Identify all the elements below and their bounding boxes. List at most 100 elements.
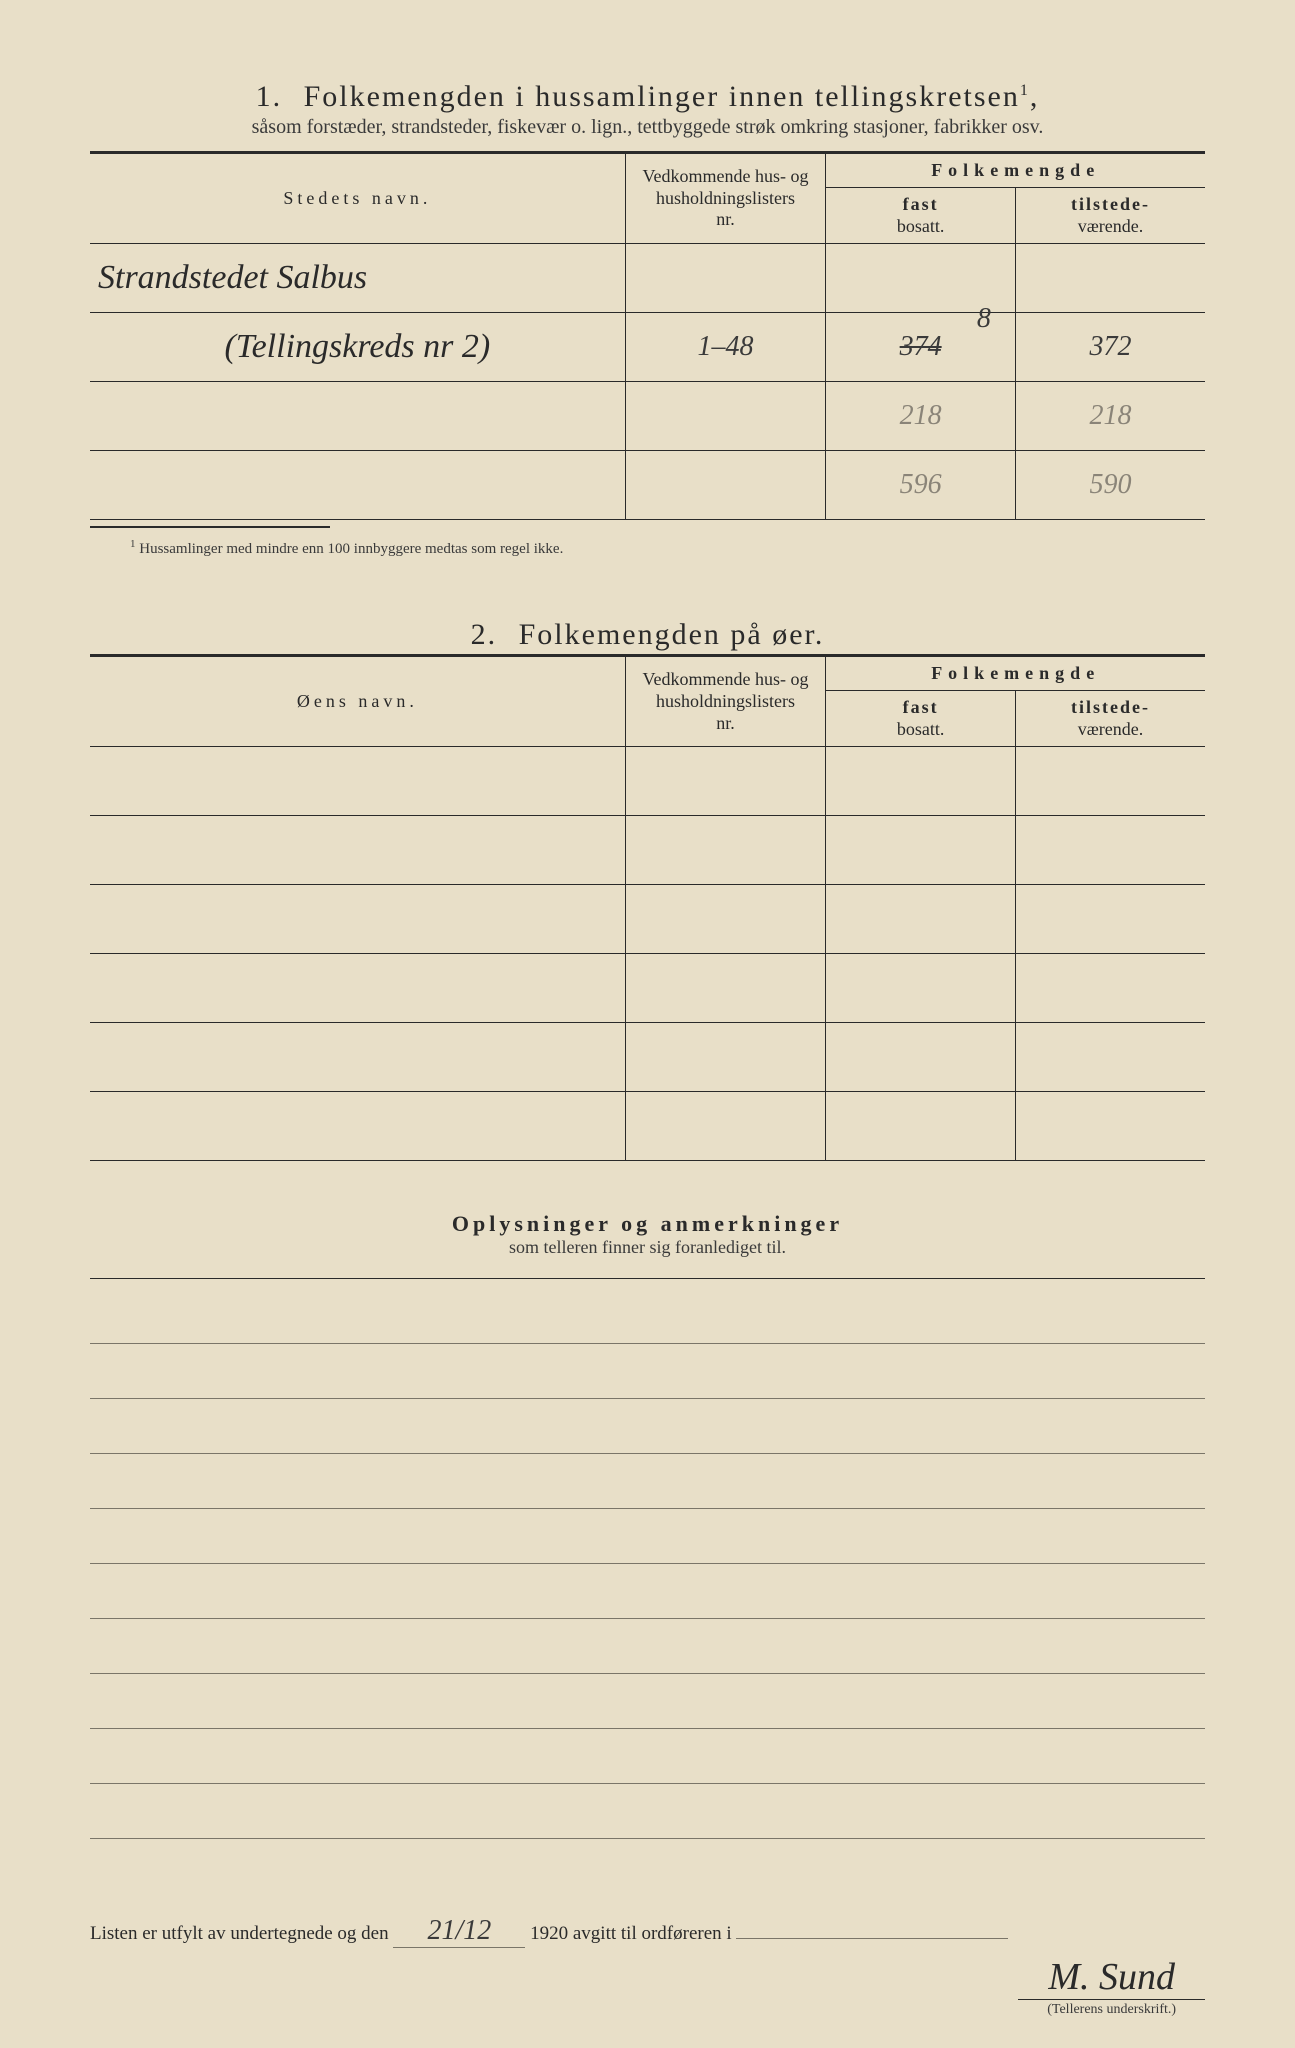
section2-table: Øens navn. Vedkommende hus- og husholdni… [90,657,1205,1161]
s1-row2-nr [625,382,826,451]
th2-nr-l2: husholdningslisters [656,691,795,711]
s2-row-nr [625,954,826,1023]
th2-nr: Vedkommende hus- og husholdningslisters … [625,657,826,747]
section2-title-text: Folkemengden på øer. [519,618,825,651]
section1-table: Stedets navn. Vedkommende hus- og hushol… [90,154,1205,520]
section1-title-sup: 1 [1020,82,1030,99]
section1-subtitle: såsom forstæder, strandsteder, fiskevær … [90,116,1205,139]
th-stedets-navn: Stedets navn. [90,154,625,244]
s2-row-fast [826,954,1016,1023]
footnote-sup: 1 [130,538,136,550]
th-nr-l1: Vedkommende hus- og [643,166,809,186]
th-fast-l2: bosatt. [897,216,945,236]
section2: 2. Folkemengden på øer. Øens navn. Vedko… [90,618,1205,1161]
ruled-line [90,1729,1205,1784]
section3: Oplysninger og anmerkninger som telleren… [90,1211,1205,1839]
ruled-line [90,1399,1205,1454]
s1-row3-til: 590 [1015,451,1205,520]
th-nr-l2: husholdningslisters [656,188,795,208]
s2-row-til [1015,885,1205,954]
s1-row3-nr [625,451,826,520]
s1-row3-fast: 596 [826,451,1016,520]
th2-nr-l1: Vedkommende hus- og [643,669,809,689]
ruled-line [90,1619,1205,1674]
section2-number: 2. [471,618,498,651]
footer: Listen er utfylt av undertegnede og den … [90,1915,1205,1948]
signature-area: M. Sund (Tellerens underskrift.) [1018,1955,1205,2018]
notes-ruled-lines [90,1289,1205,1839]
s2-row-name [90,885,625,954]
th2-folkemengde: Folkemengde [826,657,1205,691]
s1-row1-til: 372 [1015,313,1205,382]
footer-year: 1920 [530,1923,568,1944]
s1-row0-nr [625,244,826,313]
th2-tilstede: tilstede- værende. [1015,691,1205,747]
s2-row-fast [826,747,1016,816]
s2-row-til [1015,1092,1205,1161]
s2-row-til [1015,747,1205,816]
notes-top-rule [90,1278,1205,1279]
s2-row-fast [826,1023,1016,1092]
ruled-line [90,1509,1205,1564]
th-fast: fast bosatt. [826,188,1016,244]
th2-til-l1: tilstede- [1071,697,1150,717]
ruled-line [90,1289,1205,1344]
footer-date: 21/12 [393,1915,525,1948]
th2-nr-l3: nr. [716,713,735,733]
section1-footnote: 1 Hussamlinger med mindre enn 100 innbyg… [130,538,1205,558]
s2-row-nr [625,885,826,954]
s1-row0-name: Strandstedet Salbus [90,244,625,313]
footnote-text: Hussamlinger med mindre enn 100 innbygge… [139,541,563,557]
th-til-l1: tilstede- [1071,194,1150,214]
s2-row-til [1015,954,1205,1023]
s2-row-nr [625,1092,826,1161]
section1-short-rule [90,526,330,528]
th-til-l2: værende. [1078,216,1143,236]
s2-row-til [1015,1023,1205,1092]
notes-title: Oplysninger og anmerkninger [90,1211,1205,1237]
footer-prefix: Listen er utfylt av undertegnede og den [90,1923,389,1944]
s2-row-name [90,747,625,816]
ruled-line [90,1674,1205,1729]
s1-row2-name [90,382,625,451]
section1: 1. Folkemengden i hussamlinger innen tel… [90,80,1205,558]
th-nr-l3: nr. [716,209,735,229]
th-tilstede: tilstede- værende. [1015,188,1205,244]
s2-row-name [90,954,625,1023]
signature: M. Sund [1018,1955,1205,2000]
signature-label: (Tellerens underskrift.) [1018,2002,1205,2018]
s2-row-nr [625,747,826,816]
notes-subtitle: som telleren finner sig foranlediget til… [90,1237,1205,1258]
census-form-page: 1. Folkemengden i hussamlinger innen tel… [0,0,1295,2048]
ruled-line [90,1564,1205,1619]
section1-number: 1. [256,80,283,113]
s1-row1-fast: 374 8 [826,313,1016,382]
th2-fast-l1: fast [903,697,939,717]
s2-row-nr [625,816,826,885]
th-nr: Vedkommende hus- og husholdningslisters … [625,154,826,244]
section1-title: 1. Folkemengden i hussamlinger innen tel… [90,80,1205,114]
s1-row2-til: 218 [1015,382,1205,451]
s1-row1-name: (Tellingskreds nr 2) [90,313,625,382]
s2-row-fast [826,816,1016,885]
footer-ordforer [736,1938,1008,1939]
th-fast-l1: fast [903,194,939,214]
ruled-line [90,1344,1205,1399]
th-folkemengde: Folkemengde [826,154,1205,188]
th2-til-l2: værende. [1078,719,1143,739]
section2-title: 2. Folkemengden på øer. [90,618,1205,652]
s2-row-name [90,1092,625,1161]
s2-row-name [90,816,625,885]
s2-row-fast [826,885,1016,954]
section1-title-text: Folkemengden i hussamlinger innen tellin… [304,80,1020,113]
s1-row1-fast-corr: 8 [977,303,991,335]
ruled-line [90,1784,1205,1839]
s1-row2-fast: 218 [826,382,1016,451]
footer-suffix: avgitt til ordføreren i [573,1923,732,1944]
s1-row3-name [90,451,625,520]
th2-fast: fast bosatt. [826,691,1016,747]
s1-row0-til [1015,244,1205,313]
s2-row-fast [826,1092,1016,1161]
ruled-line [90,1454,1205,1509]
s2-row-name [90,1023,625,1092]
